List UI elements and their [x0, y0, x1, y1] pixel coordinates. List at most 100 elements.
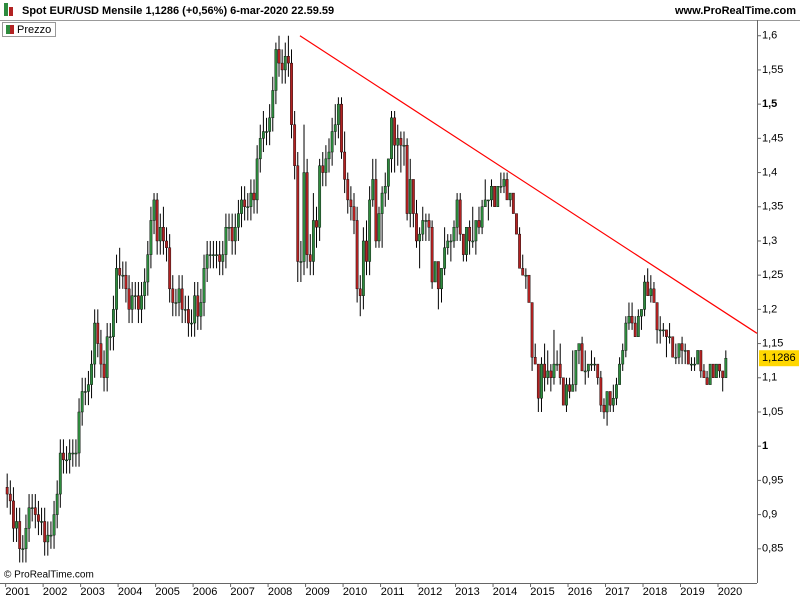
candle-body [540, 363, 543, 399]
candle-body [490, 186, 493, 201]
candle-body [561, 377, 565, 406]
candle-body [30, 507, 34, 509]
candle-body [146, 254, 150, 283]
candle-body [655, 302, 659, 331]
candle-body [190, 322, 193, 325]
y-tick-label: 1,25 [762, 269, 783, 281]
candle-body [99, 343, 103, 365]
candle-body [121, 274, 125, 277]
candle-body [208, 254, 212, 256]
candle-body [215, 254, 218, 256]
candle-body [474, 220, 478, 242]
candle-body [205, 254, 209, 269]
x-tick-label: 2019 [680, 586, 704, 598]
logo [9, 7, 13, 16]
candle-body [124, 274, 128, 290]
candle-body [115, 268, 118, 310]
y-tick-label: 1,55 [762, 64, 783, 76]
candle-body [440, 268, 443, 290]
candle-body [546, 370, 550, 378]
candle-body [430, 227, 434, 283]
x-tick-label: 2005 [155, 586, 179, 598]
candle-body [21, 548, 25, 550]
x-tick-label: 2015 [530, 586, 554, 598]
candle-body [286, 56, 290, 64]
candle-body [443, 247, 447, 269]
candle-body [40, 521, 43, 523]
candle-body [152, 199, 156, 221]
x-tick-label: 2008 [268, 586, 292, 598]
candle-body [302, 172, 306, 262]
candle-body [105, 336, 109, 378]
legend-icon [6, 25, 10, 34]
candle-body [568, 384, 571, 392]
candle-body [227, 227, 231, 229]
candle-body [499, 186, 503, 188]
candle-body [696, 350, 700, 365]
x-tick-label: 2013 [455, 586, 479, 598]
candle-body [130, 295, 134, 310]
candle-body [408, 179, 412, 214]
candle-body [24, 528, 28, 549]
candle-body [715, 363, 718, 378]
candle-body [212, 254, 215, 256]
candle-body [627, 316, 631, 324]
candle-body [536, 363, 540, 399]
candle-body [149, 220, 153, 255]
y-tick-label: 1,15 [762, 337, 783, 349]
y-tick-label: 1,05 [762, 406, 783, 418]
candle-body [493, 186, 497, 207]
candle-body [549, 370, 553, 378]
candle-body [96, 322, 100, 344]
candle-body [171, 288, 175, 303]
candle-body [411, 179, 415, 214]
candle-body [677, 343, 681, 358]
candle-body [12, 500, 15, 529]
candle-body [71, 452, 75, 455]
candle-body [458, 199, 462, 235]
candle-body [630, 316, 634, 324]
candle-body [340, 103, 343, 153]
candle-body [243, 199, 247, 207]
candle-body [93, 322, 97, 365]
candle-body [58, 452, 62, 495]
candle-body [427, 220, 431, 228]
candle-body [711, 363, 715, 378]
y-tick-label: 1 [762, 440, 768, 452]
candle-body [336, 103, 340, 125]
candle-body [611, 398, 615, 406]
candle-body [346, 179, 350, 201]
candle-body [233, 227, 237, 242]
candle-body [565, 384, 568, 406]
candle-body [365, 240, 368, 262]
candle-body [718, 363, 721, 372]
x-tick-label: 2016 [568, 586, 592, 598]
candle-body [380, 192, 384, 214]
candle-body [187, 309, 190, 324]
x-tick-label: 2003 [80, 586, 104, 598]
y-tick-label: 1,3 [762, 235, 777, 247]
candle-body [355, 220, 359, 290]
candle-body [236, 213, 240, 228]
candle-body [580, 343, 584, 372]
y-tick-label: 1,5 [762, 98, 777, 110]
x-tick-label: 2007 [230, 586, 254, 598]
candle-body [240, 199, 243, 214]
candle-body [374, 179, 378, 242]
credit: © ProRealTime.com [4, 570, 94, 581]
candle-body [386, 158, 390, 187]
candle-body [652, 288, 656, 303]
candle-body [477, 220, 481, 228]
candle-body [133, 295, 137, 297]
candle-body [143, 281, 147, 296]
candle-body [49, 534, 53, 537]
candle-body [202, 268, 206, 303]
candle-body [37, 514, 40, 522]
candle-body [455, 199, 459, 228]
candle-body [352, 206, 356, 221]
candle-body [686, 350, 690, 365]
candle-body [399, 138, 403, 146]
candle-body [646, 281, 650, 296]
candle-body [393, 117, 397, 146]
